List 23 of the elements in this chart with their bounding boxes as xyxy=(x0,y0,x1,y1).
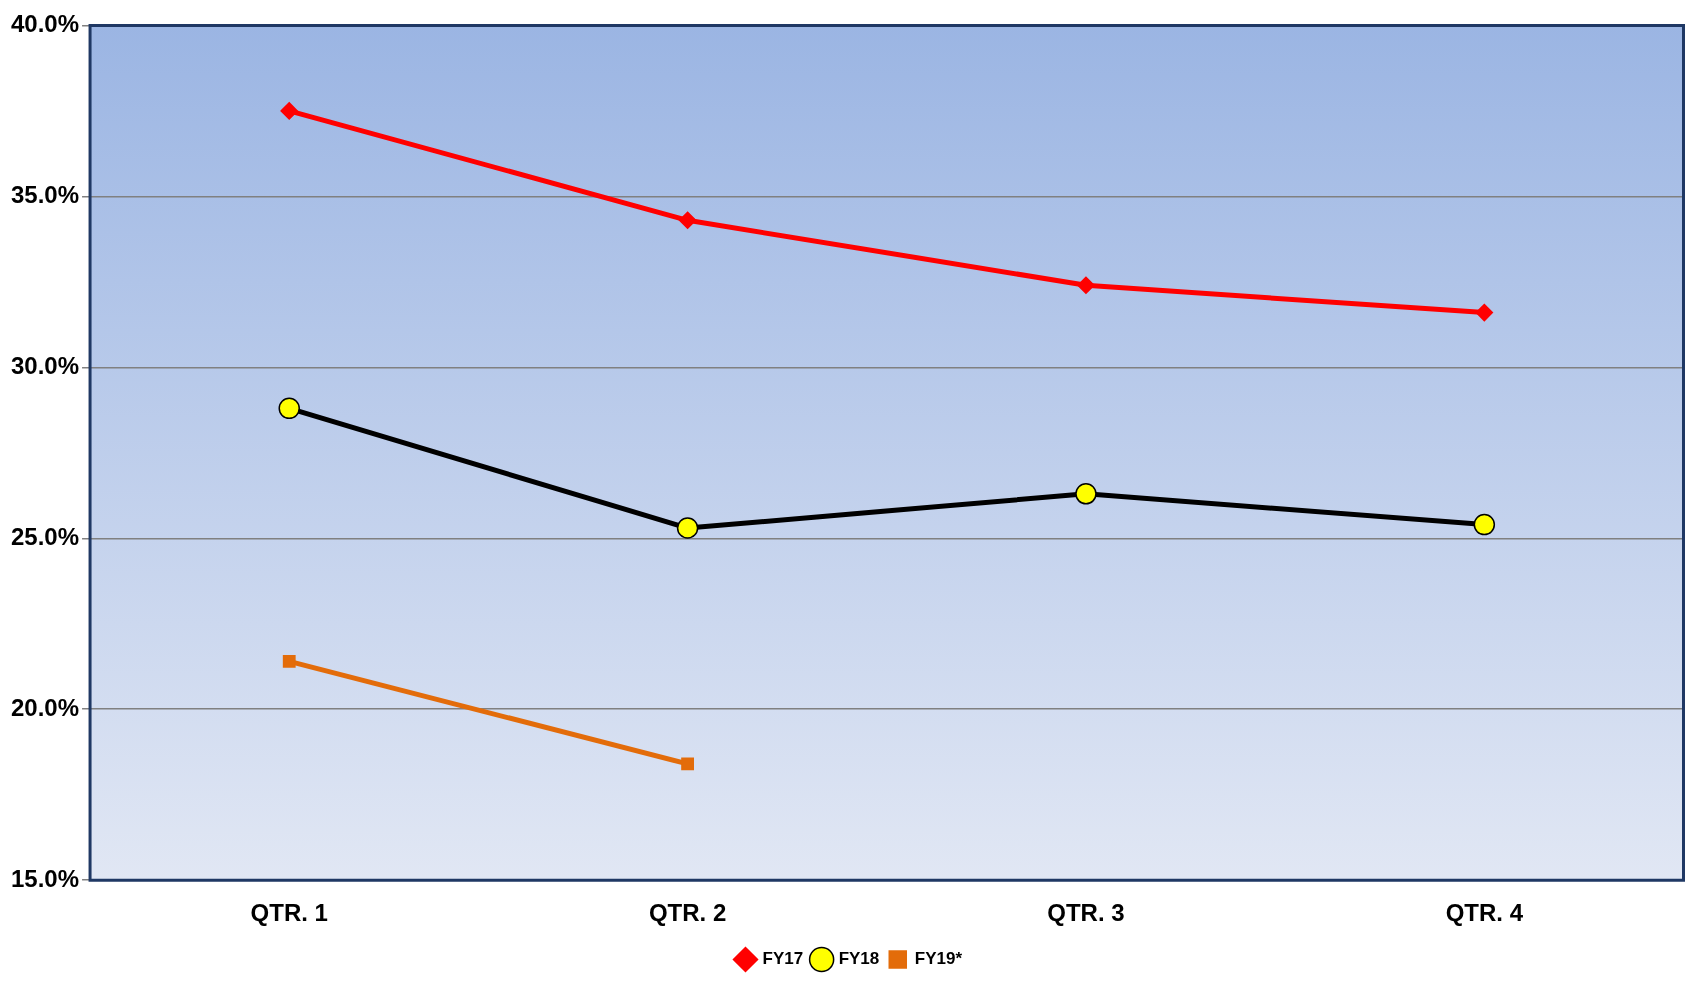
x-tick-label: QTR. 2 xyxy=(648,899,727,927)
point xyxy=(280,102,298,120)
point xyxy=(278,397,300,420)
point xyxy=(1075,483,1097,505)
y-tick-label: 25.0% xyxy=(10,522,80,550)
point xyxy=(282,654,296,668)
x-tick-label: QTR. 1 xyxy=(250,899,328,927)
x-tick-label: QTR. 3 xyxy=(1047,899,1125,927)
y-tick-label: 40.0% xyxy=(10,10,80,38)
legend-label: FY17 xyxy=(762,949,804,969)
legend-label: FY19* xyxy=(914,949,963,969)
y-tick-label: 20.0% xyxy=(10,693,80,721)
point xyxy=(676,517,699,539)
point xyxy=(678,211,697,230)
point xyxy=(1473,513,1496,536)
point xyxy=(681,757,694,771)
point xyxy=(1077,276,1095,295)
y-tick-label: 30.0% xyxy=(10,351,80,379)
point xyxy=(1475,303,1494,322)
legend-label: FY18 xyxy=(838,949,880,969)
y-tick-label: 15.0% xyxy=(10,864,80,892)
x-tick-label: QTR. 4 xyxy=(1445,899,1524,927)
y-tick-label: 35.0% xyxy=(10,180,80,208)
